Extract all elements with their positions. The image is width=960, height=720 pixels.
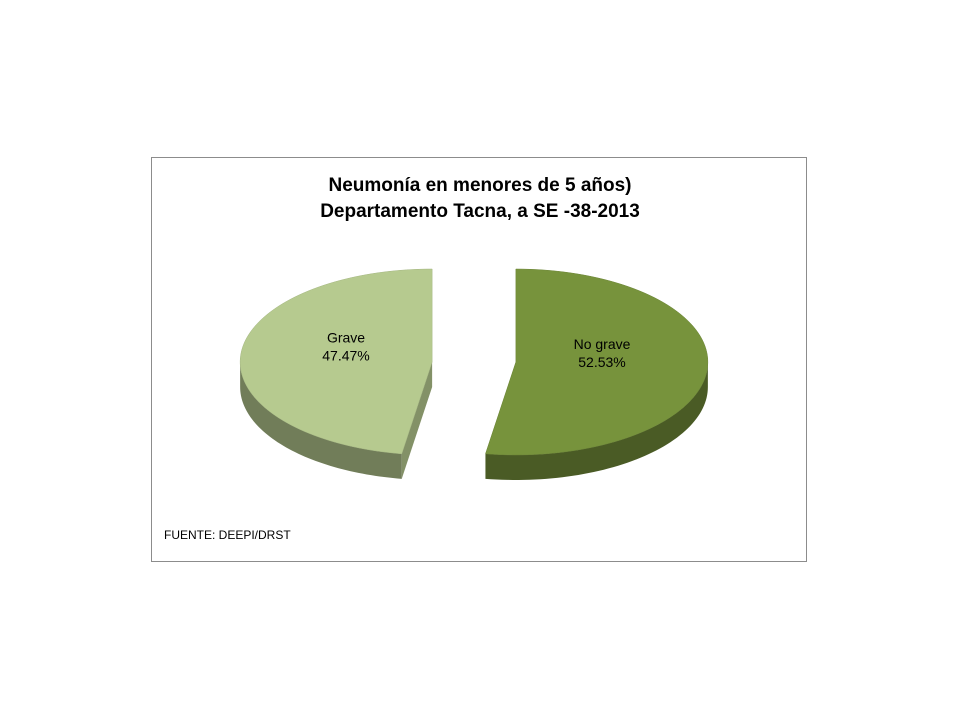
slice-value-label: 52.53% <box>578 354 625 370</box>
slice-top <box>239 268 433 455</box>
slice: No grave 52.53% <box>485 268 709 480</box>
slice-top <box>485 268 709 456</box>
slice: Grave 47.47% <box>239 268 433 479</box>
pie: No grave 52.53% Grave 47.47% <box>239 268 709 480</box>
source-note: FUENTE: DEEPI/DRST <box>164 528 291 542</box>
slice-label: Grave <box>327 329 365 345</box>
slice-side <box>485 362 708 480</box>
chart-title: Neumonía en menores de 5 años) <box>328 175 631 196</box>
slice-face <box>401 362 433 479</box>
slice-value-label: 47.47% <box>322 347 369 363</box>
chart-title: Departamento Tacna, a SE -38-2013 <box>320 201 640 222</box>
slice-side <box>240 362 402 479</box>
slice-label: No grave <box>574 336 631 352</box>
